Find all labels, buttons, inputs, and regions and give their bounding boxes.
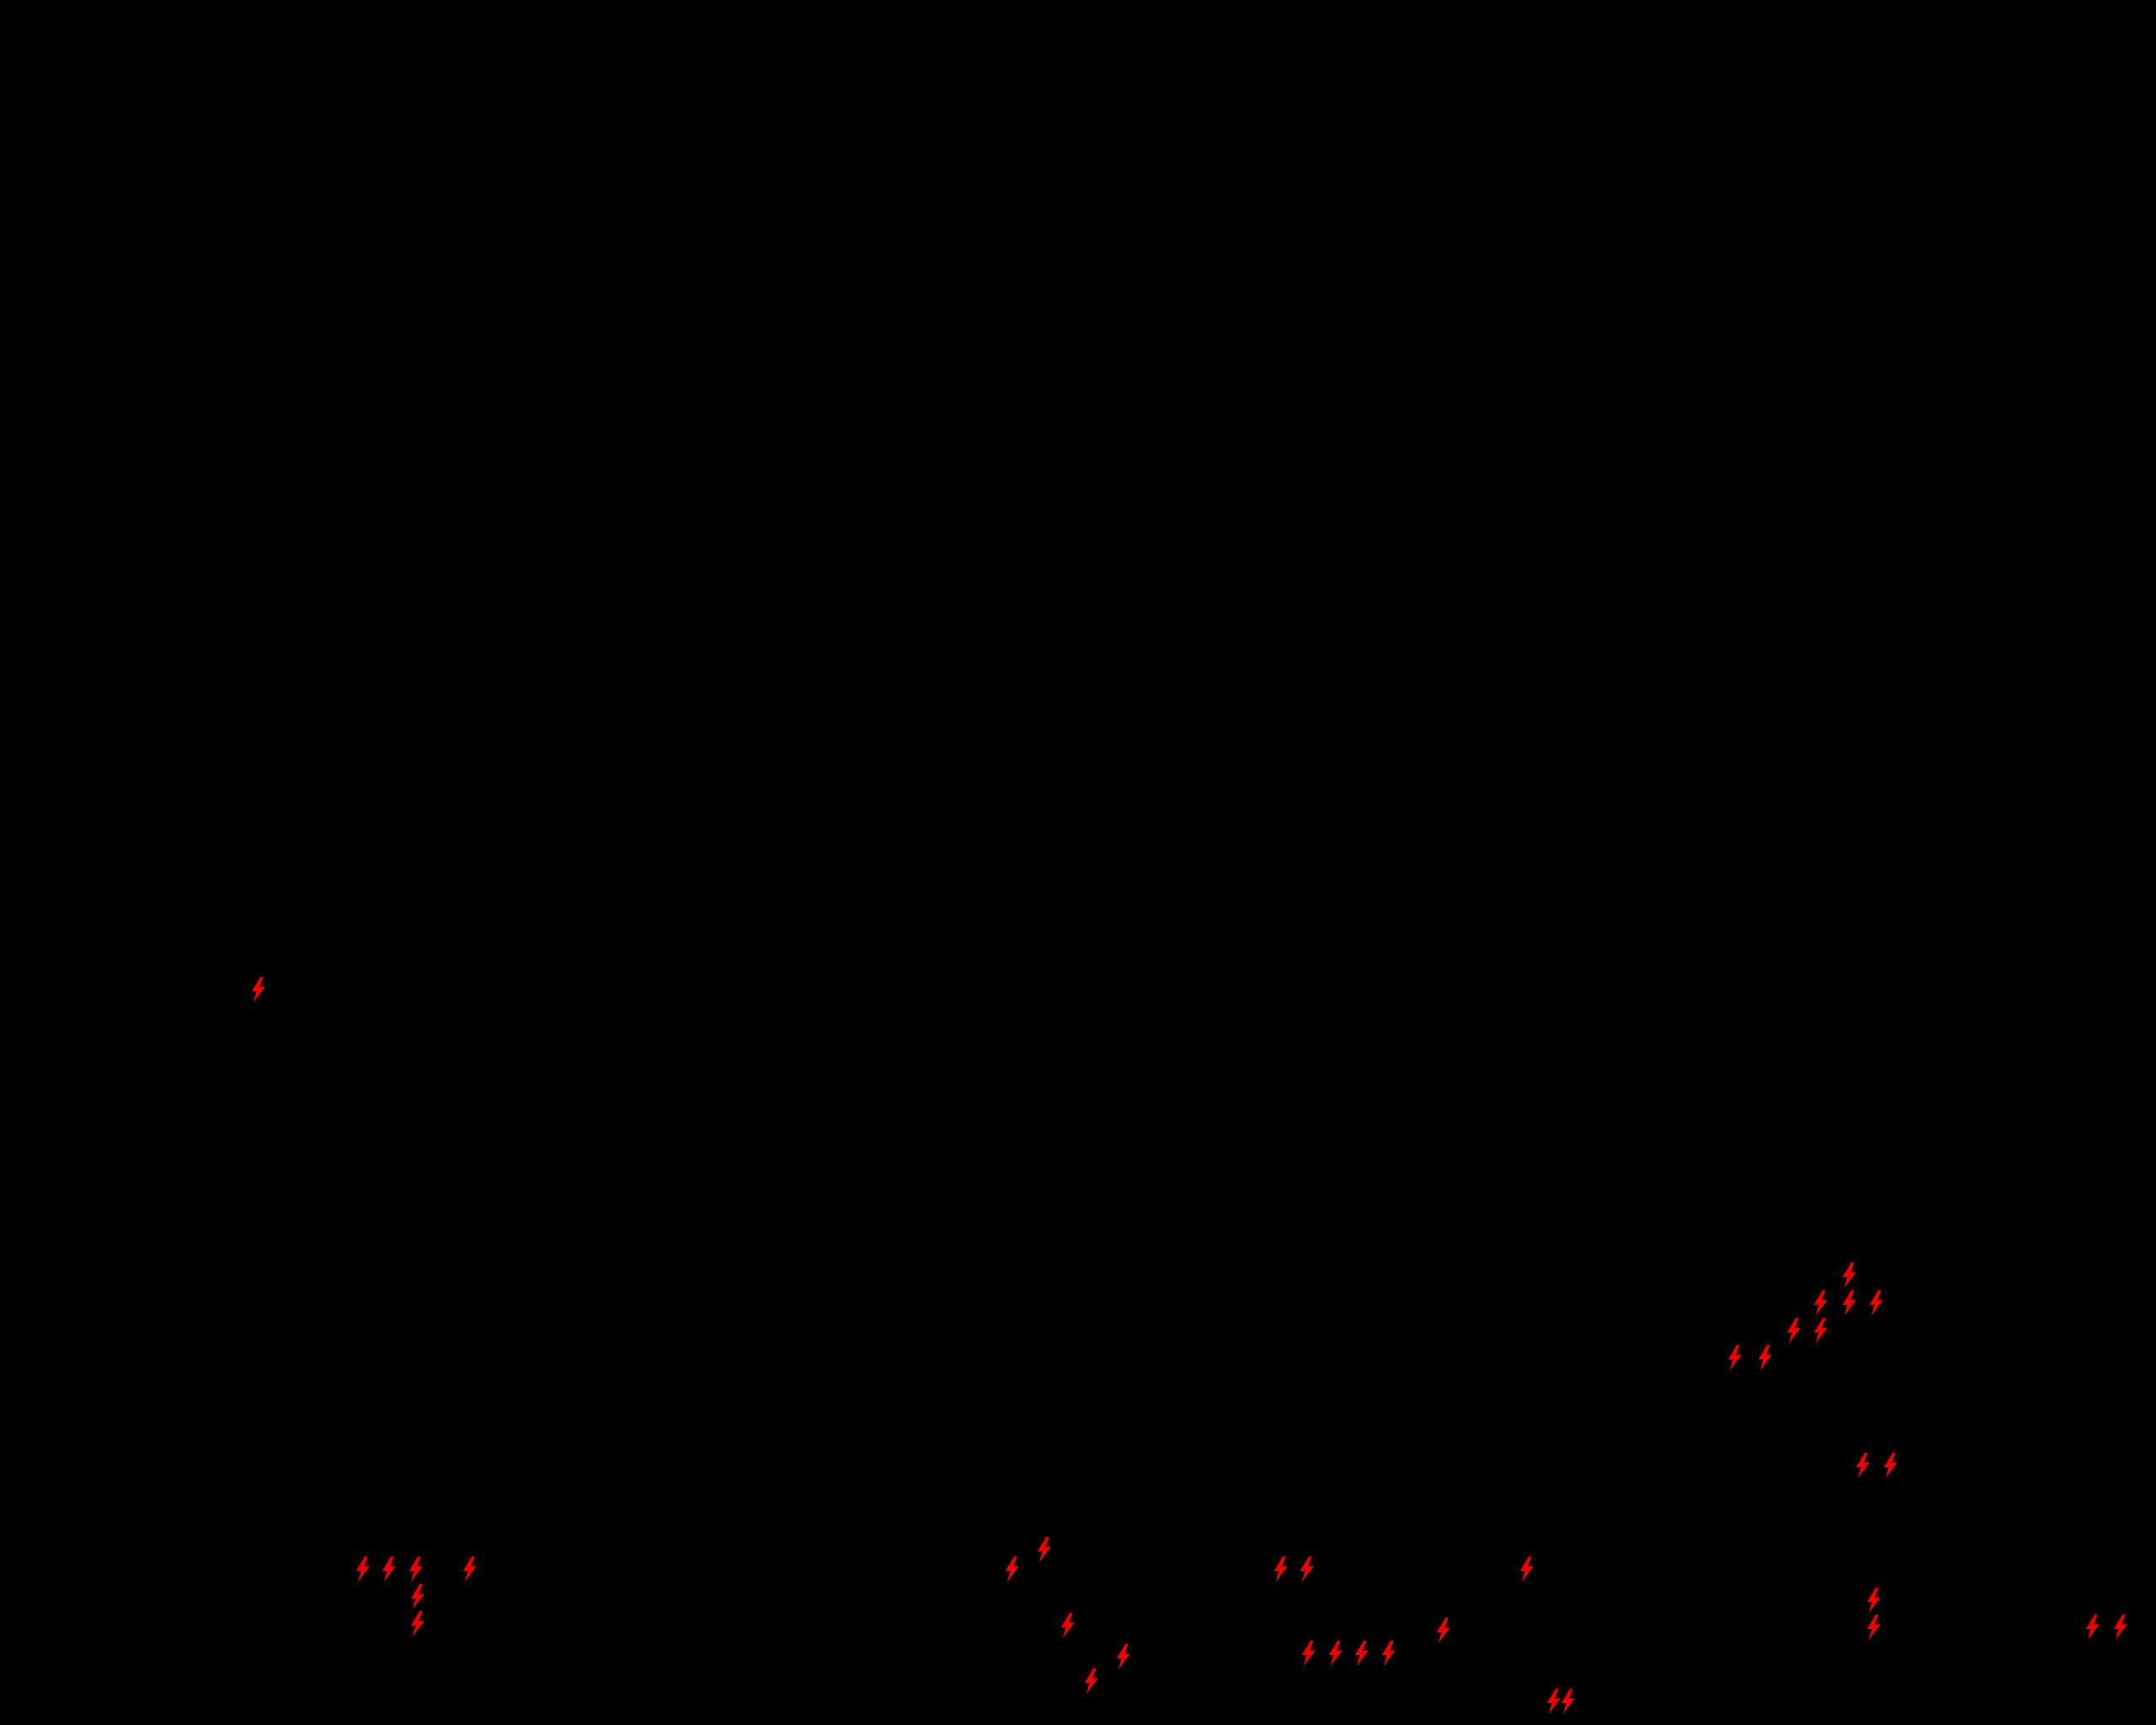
lightning-bolt-icon[interactable] (1812, 1318, 1830, 1343)
lightning-bolt-icon[interactable] (1326, 1641, 1345, 1666)
lightning-bolt-icon[interactable] (461, 1557, 479, 1582)
lightning-bolt-icon[interactable] (1272, 1557, 1290, 1582)
lightning-bolt-icon[interactable] (1035, 1537, 1054, 1562)
lightning-bolt-icon[interactable] (1353, 1641, 1371, 1666)
lightning-bolt-icon[interactable] (1380, 1641, 1398, 1666)
lightning-bolt-icon[interactable] (1812, 1290, 1830, 1316)
lightning-bolt-icon[interactable] (1840, 1263, 1859, 1288)
lightning-bolt-icon[interactable] (249, 977, 268, 1002)
lightning-bolt-icon[interactable] (354, 1557, 372, 1582)
lightning-bolt-icon[interactable] (1545, 1689, 1563, 1714)
lightning-bolt-icon[interactable] (1756, 1345, 1774, 1370)
lightning-bolt-icon[interactable] (1298, 1557, 1316, 1582)
lightning-bolt-icon[interactable] (2084, 1615, 2102, 1640)
lightning-bolt-icon[interactable] (408, 1611, 427, 1637)
lightning-bolt-icon[interactable] (1518, 1557, 1536, 1582)
lightning-bolt-icon[interactable] (1003, 1557, 1022, 1582)
lightning-bolt-icon[interactable] (1434, 1618, 1453, 1643)
lightning-bolt-icon[interactable] (1865, 1588, 1883, 1613)
lightning-bolt-icon[interactable] (408, 1584, 427, 1610)
lightning-bolt-icon[interactable] (1726, 1345, 1744, 1370)
lightning-bolt-icon[interactable] (380, 1557, 398, 1582)
lightning-bolt-icon[interactable] (407, 1557, 425, 1582)
lightning-bolt-icon[interactable] (1082, 1669, 1101, 1694)
lightning-bolt-icon[interactable] (1881, 1453, 1900, 1478)
lightning-bolt-icon[interactable] (1114, 1644, 1133, 1669)
lightning-bolt-icon[interactable] (1867, 1290, 1886, 1316)
lightning-bolt-icon[interactable] (1854, 1453, 1872, 1478)
lightning-bolt-icon[interactable] (1299, 1641, 1318, 1666)
lightning-bolt-icon[interactable] (2111, 1615, 2130, 1640)
lightning-bolt-icon[interactable] (1840, 1290, 1859, 1316)
lightning-bolt-icon[interactable] (1059, 1613, 1077, 1638)
lightning-bolt-icon[interactable] (1785, 1318, 1803, 1343)
lightning-bolt-icon[interactable] (1865, 1615, 1883, 1640)
lightning-bolt-icon[interactable] (1559, 1689, 1577, 1714)
